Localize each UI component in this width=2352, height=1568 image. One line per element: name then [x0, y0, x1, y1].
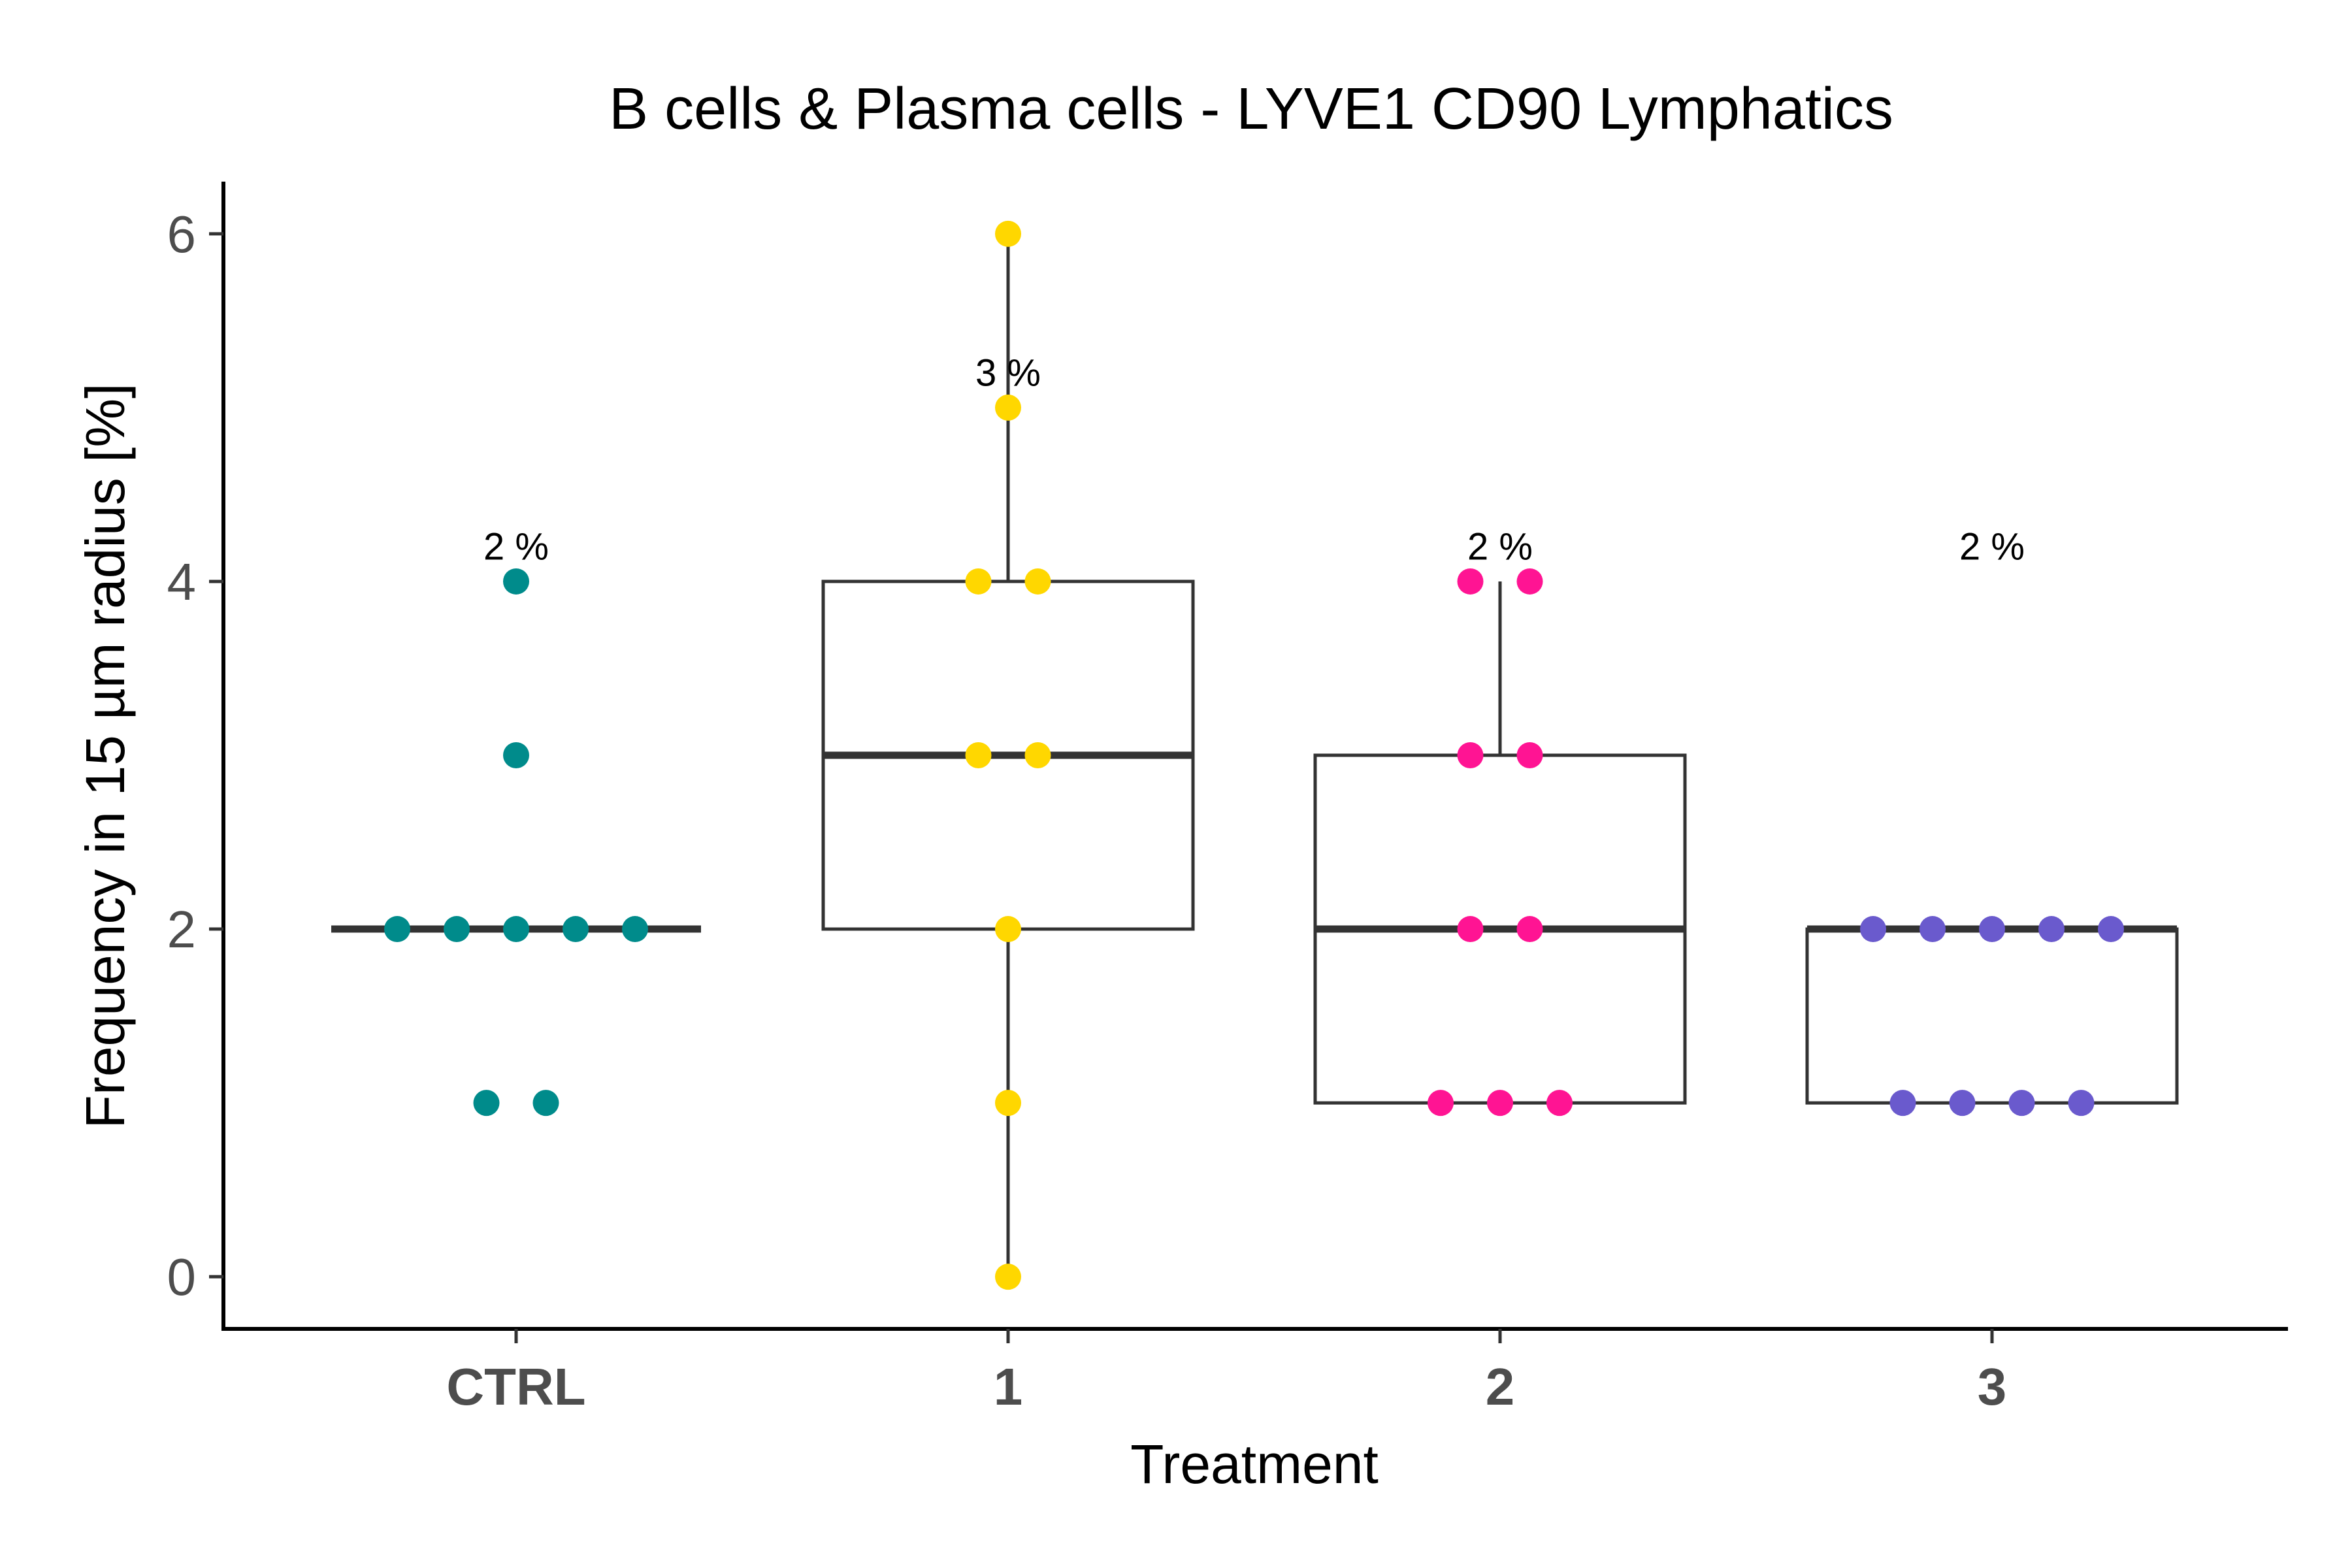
data-point [1487, 1090, 1513, 1117]
data-point [995, 916, 1021, 943]
x-tick-label: CTRL [446, 1358, 585, 1416]
box-3 [1805, 925, 2179, 1105]
data-point [995, 220, 1021, 247]
data-point [622, 916, 648, 943]
data-point [965, 742, 992, 768]
data-point [995, 1090, 1021, 1117]
data-point [1516, 916, 1543, 943]
box-rect [1805, 927, 2179, 1105]
data-point [503, 742, 529, 768]
data-point [503, 916, 529, 943]
annotation-label: 2 % [483, 526, 549, 568]
data-point [965, 568, 992, 595]
y-tick-label: 0 [167, 1248, 197, 1306]
data-point [1457, 742, 1484, 768]
chart-title: B cells & Plasma cells - LYVE1 CD90 Lymp… [609, 76, 1893, 142]
y-tick-label: 4 [167, 553, 197, 611]
data-point [384, 916, 410, 943]
data-point [563, 916, 589, 943]
data-point [1979, 916, 2005, 943]
y-tick-label: 6 [167, 205, 197, 263]
axes: 0 2 4 6 CTRL 1 2 3 [167, 182, 2288, 1416]
data-point [1024, 568, 1051, 595]
data-point [1889, 1090, 1916, 1117]
annotation-label: 2 % [1467, 526, 1533, 568]
data-point [444, 916, 470, 943]
data-point [2038, 916, 2065, 943]
y-tick-label: 2 [167, 900, 197, 958]
data-point [1516, 742, 1543, 768]
data-point [1860, 916, 1886, 943]
plot-area: 2 % 3 % 2 % 2 % [331, 220, 2179, 1290]
data-point [1546, 1090, 1573, 1117]
annotation-label: 3 % [975, 352, 1041, 395]
x-tick-label: 2 [1486, 1358, 1515, 1416]
data-point [995, 1264, 1021, 1290]
data-point [1457, 568, 1484, 595]
data-point [1428, 1090, 1454, 1117]
x-tick-label: 3 [1978, 1358, 2007, 1416]
data-point [1457, 916, 1484, 943]
data-point [2068, 1090, 2095, 1117]
data-point [532, 1090, 559, 1117]
data-point [2008, 1090, 2035, 1117]
data-point [1919, 916, 1946, 943]
box-2 [1313, 581, 1687, 1105]
x-axis-title: Treatment [1130, 1433, 1379, 1495]
data-point [1024, 742, 1051, 768]
y-axis-title: Frequency in 15 µm radius [%] [74, 384, 136, 1129]
annotation-label: 2 % [1959, 526, 2025, 568]
data-point [473, 1090, 500, 1117]
data-point [503, 568, 529, 595]
data-point [995, 394, 1021, 421]
data-point [1516, 568, 1543, 595]
data-point [1949, 1090, 1976, 1117]
x-tick-label: 1 [994, 1358, 1023, 1416]
data-point [2098, 916, 2124, 943]
